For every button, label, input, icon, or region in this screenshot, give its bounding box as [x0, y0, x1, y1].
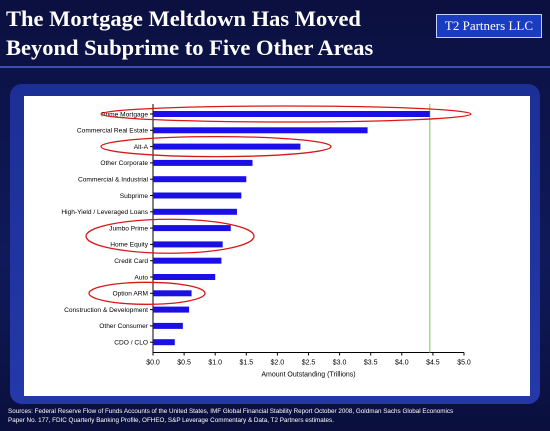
highlight-ring-prime-mortgage: [100, 105, 472, 123]
category-label-0: Prime Mortgage: [101, 111, 148, 118]
title-line-2: Beyond Subprime to Five Other Areas: [6, 35, 374, 60]
category-label-6: High-Yield / Leveraged Loans: [61, 209, 148, 216]
brand-badge: T2 Partners LLC: [435, 14, 542, 38]
bar-12: [153, 306, 190, 313]
highlight-ring-jumbo-home-equity: [85, 218, 255, 254]
x-tick-label-6: $3.0: [333, 360, 347, 367]
category-label-12: Construction & Development: [64, 307, 148, 314]
x-tick-label-2: $1.0: [208, 360, 222, 367]
bar-4: [153, 176, 247, 183]
bar-13: [153, 322, 183, 329]
bar-8: [153, 241, 223, 248]
category-label-10: Auto: [134, 274, 148, 281]
bar-10: [153, 274, 216, 280]
x-tick-label-4: $2.0: [271, 360, 285, 367]
bar-chart: Prime Mortgage Commercial Real Estate Alt-…: [61, 104, 472, 379]
bar-9: [153, 257, 222, 264]
x-tick-label-0: $0.0: [146, 360, 160, 367]
category-label-1: Commercial Real Estate: [77, 128, 148, 135]
bar-6: [153, 208, 237, 215]
category-label-5: Subprime: [120, 193, 149, 200]
category-label-8: Home Equity: [110, 242, 148, 249]
slide-title: The Mortgage Meltdown Has Moved Beyond S…: [6, 4, 446, 62]
category-label-13: Other Consumer: [99, 323, 149, 330]
bar-3: [153, 159, 253, 166]
highlight-ring-alt-a: [100, 135, 332, 158]
sources-line-1: Sources: Federal Reserve Flow of Funds A…: [8, 408, 454, 415]
bar-2: [153, 143, 301, 150]
bar-5: [153, 192, 242, 199]
title-line-1: The Mortgage Meltdown Has Moved: [6, 6, 361, 31]
bar-1: [153, 127, 368, 134]
x-tick-label-9: $4.5: [426, 360, 440, 367]
category-label-2: Alt-A: [134, 144, 149, 151]
chart-area: Prime Mortgage Commercial Real Estate Alt-…: [24, 96, 530, 396]
x-tick-label-8: $4.0: [395, 360, 409, 367]
bar-0: [153, 111, 430, 117]
category-label-4: Commercial & Industrial: [78, 177, 149, 184]
x-tick-label-3: $1.5: [239, 360, 253, 367]
category-label-3: Other Corporate: [100, 160, 148, 167]
category-label-7: Jumbo Prime: [109, 225, 148, 232]
x-tick-label-10: $5.0: [457, 360, 471, 367]
title-divider: [0, 66, 550, 68]
sources-line-2: Paper No. 177, FDIC Quarterly Banking Pr…: [8, 416, 334, 424]
category-label-14: CDO / CLO: [114, 340, 148, 347]
x-axis-label: Amount Outstanding (Trillions): [261, 372, 355, 379]
x-tick-label-1: $0.5: [177, 360, 191, 367]
sources-note: Sources: Federal Reserve Flow of Funds A…: [8, 408, 546, 425]
category-label-9: Credit Card: [114, 258, 148, 265]
x-tick-label-7: $3.5: [364, 360, 378, 367]
bar-11: [153, 290, 192, 297]
x-tick-label-5: $2.5: [302, 360, 316, 367]
highlight-ring-option-arm: [88, 281, 206, 305]
bar-14: [153, 339, 175, 346]
bar-7: [153, 225, 231, 232]
category-label-11: Option ARM: [112, 291, 148, 298]
